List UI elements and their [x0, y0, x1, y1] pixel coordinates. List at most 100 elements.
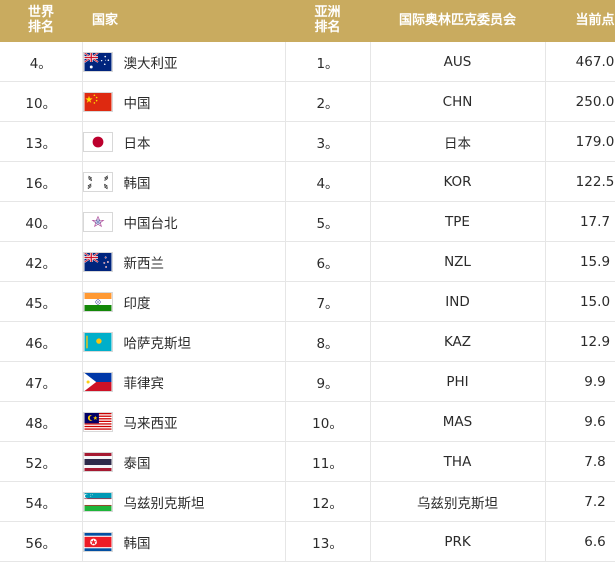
cell-ioc-code: 乌兹别克斯坦 — [370, 481, 546, 522]
cell-points: 250.0 — [545, 81, 615, 122]
cell-points: 6.6 — [545, 521, 615, 562]
cell-ioc-code: NZL — [370, 241, 546, 282]
points-value: 7.2 — [584, 493, 606, 510]
country-name: 中国 — [123, 95, 151, 112]
points-value: 12.9 — [579, 333, 611, 350]
flag-uzbekistan — [82, 491, 113, 512]
cell-world-rank: 40。 — [0, 201, 83, 242]
cell-ioc-code: PHI — [370, 361, 546, 402]
points-value: 250.0 — [575, 93, 615, 110]
world-rank-value: 56。 — [25, 535, 57, 552]
cell-country: 澳大利亚 — [82, 42, 286, 82]
cell-ioc-code: CHN — [370, 81, 546, 122]
asia-rank-value: 7。 — [316, 295, 339, 312]
asia-rank-value: 5。 — [316, 215, 339, 232]
asia-rank-value: 10。 — [312, 415, 343, 432]
cell-country: 菲律宾 — [82, 361, 286, 402]
flag-new-zealand — [82, 251, 113, 272]
ioc-code-value: 乌兹别克斯坦 — [417, 495, 498, 512]
asia-rank-value: 13。 — [312, 535, 343, 552]
world-rank-value: 52。 — [25, 455, 57, 472]
cell-ioc-code: IND — [370, 281, 546, 322]
table-body: 4。澳大利亚1。AUS467.0010。中国2。CHN250.0013。日本3。… — [0, 42, 615, 562]
ioc-code-value: PRK — [444, 533, 471, 550]
column-header-ioc[interactable]: 国际奥林匹克委员会 — [370, 0, 545, 42]
cell-ioc-code: AUS — [370, 42, 546, 82]
cell-ioc-code: PRK — [370, 521, 546, 562]
cell-world-rank: 4。 — [0, 42, 83, 82]
cell-asia-rank: 6。 — [285, 241, 371, 282]
cell-points: 17.7 — [545, 201, 615, 242]
cell-world-rank: 56。 — [0, 521, 83, 562]
flag-south-korea — [82, 171, 113, 192]
cell-country: 日本 — [82, 121, 286, 162]
flag-philippines — [82, 371, 113, 392]
cell-points: 179.0 — [545, 121, 615, 162]
asia-rank-value: 9。 — [316, 375, 339, 392]
cell-country: 韩国 — [82, 161, 286, 202]
points-value: 9.9 — [584, 373, 606, 390]
cell-points: 15.0 — [545, 281, 615, 322]
header-row: 世界 排名 国家 亚洲 排名 国际奥林匹克委员会 当前点 +/-等级* — [0, 0, 615, 42]
cell-country: 马来西亚 — [82, 401, 286, 442]
flag-china — [82, 91, 113, 112]
flag-india — [82, 291, 113, 312]
country-name: 新西兰 — [123, 255, 165, 272]
points-value: 15.9 — [579, 253, 611, 270]
cell-points: 122.5 — [545, 161, 615, 202]
cell-points: 7.2 — [545, 481, 615, 522]
cell-world-rank: 48。 — [0, 401, 83, 442]
world-rank-value: 10。 — [25, 95, 57, 112]
column-header-points[interactable]: 当前点 — [545, 0, 615, 42]
column-header-asia-rank[interactable]: 亚洲 排名 — [285, 0, 370, 42]
country-name: 日本 — [123, 135, 151, 152]
country-name: 乌兹别克斯坦 — [123, 495, 205, 512]
world-rank-value: 48。 — [25, 415, 57, 432]
cell-points: 12.9 — [545, 321, 615, 362]
cell-world-rank: 45。 — [0, 281, 83, 322]
country-name: 马来西亚 — [123, 415, 178, 432]
flag-kazakhstan — [82, 331, 113, 352]
world-rank-value: 46。 — [25, 335, 57, 352]
ioc-code-value: TPE — [445, 213, 470, 230]
cell-ioc-code: TPE — [370, 201, 546, 242]
country-name: 澳大利亚 — [123, 55, 178, 72]
asia-rank-value: 8。 — [316, 335, 339, 352]
cell-world-rank: 10。 — [0, 81, 83, 122]
world-rank-label-line2: 排名 — [27, 20, 54, 35]
points-value: 7.8 — [584, 453, 606, 470]
cell-world-rank: 47。 — [0, 361, 83, 402]
cell-asia-rank: 7。 — [285, 281, 371, 322]
cell-points: 467.0 — [545, 42, 615, 82]
cell-points: 7.8 — [545, 441, 615, 482]
cell-world-rank: 16。 — [0, 161, 83, 202]
asia-rank-value: 11。 — [312, 455, 343, 472]
flag-thailand — [82, 451, 113, 472]
column-header-world-rank[interactable]: 世界 排名 — [0, 0, 82, 42]
asia-rank-value: 3。 — [316, 135, 339, 152]
cell-asia-rank: 10。 — [285, 401, 371, 442]
points-value: 15.0 — [579, 293, 611, 310]
cell-points: 9.6 — [545, 401, 615, 442]
column-header-country[interactable]: 国家 — [82, 0, 285, 42]
ioc-code-value: AUS — [443, 53, 472, 70]
cell-asia-rank: 8。 — [285, 321, 371, 362]
country-name: 泰国 — [123, 455, 151, 472]
cell-ioc-code: KAZ — [370, 321, 546, 362]
cell-country: 印度 — [82, 281, 286, 322]
ioc-code-value: IND — [445, 293, 470, 310]
flag-chinese-taipei — [82, 211, 113, 232]
